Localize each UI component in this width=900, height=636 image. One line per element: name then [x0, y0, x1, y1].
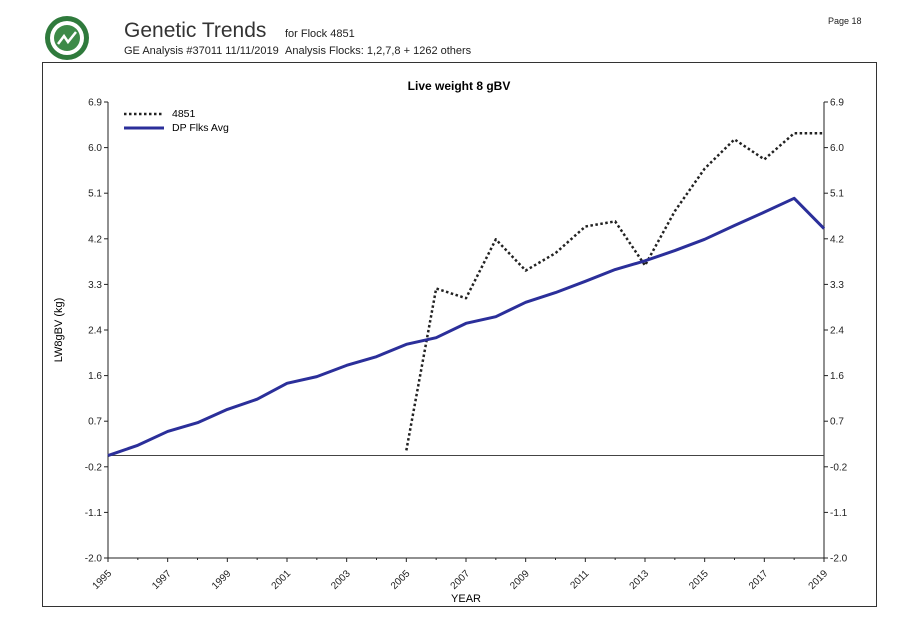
page-number: Page 18 — [828, 16, 862, 26]
y-tick-label: 1.6 — [88, 371, 102, 382]
x-tick-label: 2017 — [747, 568, 771, 592]
x-tick-label: 2011 — [568, 568, 591, 591]
y-tick-label-right: 3.3 — [830, 280, 844, 291]
x-tick-label: 2009 — [508, 568, 532, 592]
x-axis-label: YEAR — [451, 593, 481, 605]
legend: 4851 DP Flks Avg — [124, 108, 229, 134]
x-tick-label: 2001 — [270, 568, 294, 592]
x-tick-label: 2019 — [807, 568, 831, 592]
x-tick-label: 1995 — [91, 568, 115, 592]
legend-label-dp-flks-avg: DP Flks Avg — [172, 122, 229, 134]
y-tick-label: 6.9 — [88, 98, 102, 109]
x-tick-label: 1997 — [150, 568, 174, 592]
y-tick-label-right: 2.4 — [830, 326, 844, 337]
y-tick-label: 6.0 — [88, 143, 102, 154]
y-tick-label: -1.1 — [85, 508, 103, 519]
x-tick-label: 2003 — [329, 568, 353, 592]
x-tick-label: 1999 — [210, 568, 234, 592]
page-title: Genetic Trends — [124, 19, 267, 42]
flock-info: for Flock 4851 — [285, 28, 355, 40]
series-line-4851 — [405, 132, 824, 451]
y-tick-label-right: 4.2 — [830, 234, 844, 245]
legend-label-4851: 4851 — [172, 108, 196, 120]
y-tick-label-right: 1.6 — [830, 371, 844, 382]
y-tick-label: 4.2 — [88, 234, 102, 245]
x-tick-label: 2013 — [628, 568, 652, 592]
y-tick-label-right: 6.9 — [830, 98, 844, 109]
y-tick-label-right: -1.1 — [830, 508, 848, 519]
y-tick-label-right: -0.2 — [830, 462, 848, 473]
y-tick-label-right: -2.0 — [830, 554, 848, 565]
analysis-info: GE Analysis #37011 11/11/2019 — [124, 45, 279, 57]
chart-frame — [42, 62, 877, 607]
analysis-flocks: Analysis Flocks: 1,2,7,8 + 1262 others — [285, 45, 472, 57]
y-tick-label: 0.7 — [88, 417, 102, 428]
y-axis-label: LW8gBV (kg) — [53, 298, 65, 363]
series-line-dp-flks-avg — [107, 196, 826, 457]
y-tick-label-right: 6.0 — [830, 143, 844, 154]
x-tick-label: 2015 — [687, 568, 711, 592]
sil-logo — [45, 16, 89, 60]
y-tick-label: 2.4 — [88, 326, 102, 337]
x-tick-label: 2007 — [449, 568, 473, 592]
y-tick-label: -0.2 — [85, 462, 103, 473]
y-tick-label-right: 0.7 — [830, 417, 844, 428]
y-tick-label-right: 5.1 — [830, 189, 844, 200]
y-tick-label: 5.1 — [88, 189, 102, 200]
y-tick-label: 3.3 — [88, 280, 102, 291]
x-tick-label: 2005 — [389, 568, 413, 592]
y-tick-label: -2.0 — [85, 554, 103, 565]
chart-title: Live weight 8 gBV — [408, 79, 511, 93]
